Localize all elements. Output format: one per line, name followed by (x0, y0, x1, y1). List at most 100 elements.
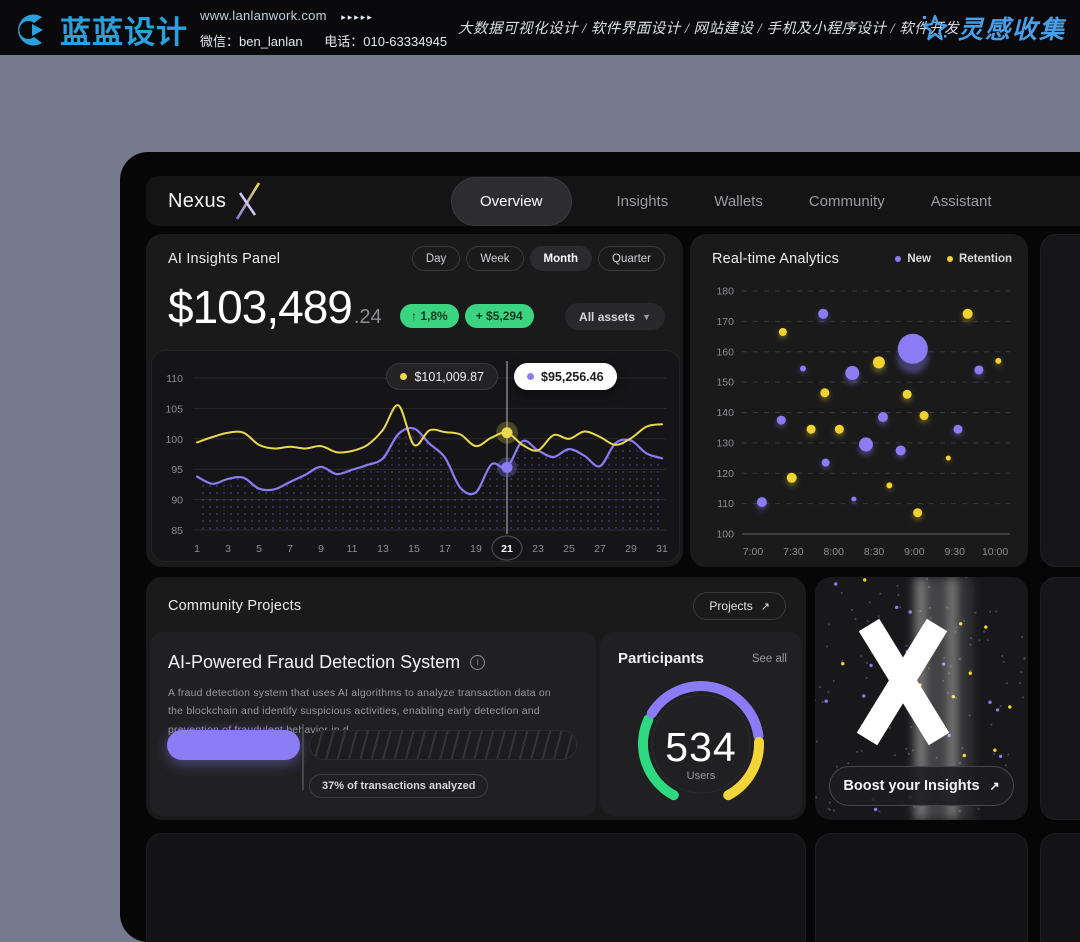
card-partial-bottom-mid (815, 833, 1028, 942)
banner-services: 大数据可视化设计 / 软件界面设计 / 网站建设 / 手机及小程序设计 / 软件… (458, 21, 960, 37)
lanlan-logo-icon (18, 13, 43, 45)
svg-text:100: 100 (716, 529, 734, 541)
community-projects-title: Community Projects (168, 598, 302, 614)
legend-retention-label: Retention (958, 253, 1012, 265)
svg-text:95: 95 (171, 464, 183, 476)
scatter-legend: New Retention (895, 253, 1012, 265)
svg-text:7:00: 7:00 (743, 546, 764, 558)
svg-text:100: 100 (165, 434, 183, 446)
banner-wechat: 微信：ben_lanlan (200, 34, 303, 49)
tab-community[interactable]: Community (808, 192, 885, 210)
svg-text:8:30: 8:30 (864, 546, 885, 558)
svg-text:140: 140 (716, 407, 734, 419)
svg-text:29: 29 (625, 543, 637, 555)
tooltip-secondary-value: $95,256.46 (541, 369, 604, 384)
svg-text:1: 1 (194, 543, 200, 555)
tab-wallets[interactable]: Wallets (714, 192, 763, 210)
participants-card: Participants See all 534 Users (600, 632, 802, 816)
see-all-link[interactable]: See all (751, 653, 787, 665)
participants-gauge (600, 632, 802, 816)
projects-button[interactable]: Projects ↗ (693, 592, 786, 620)
ai-insights-title: AI Insights Panel (168, 251, 281, 267)
line-chart[interactable]: $101,009.87 $95,256.46 85 90 95 100 105 110 1… (151, 350, 680, 562)
legend-new-label: New (907, 253, 931, 265)
svg-text:27: 27 (594, 543, 606, 555)
tooltip-secondary: $95,256.46 (514, 363, 617, 390)
card-partial-top (1040, 234, 1080, 567)
svg-text:9:30: 9:30 (945, 546, 966, 558)
realtime-analytics-title: Real-time Analytics (712, 251, 840, 267)
tooltip-primary-value: $101,009.87 (414, 369, 484, 384)
bubble-chart[interactable]: 100 110 120 130 140 150 160 170 180 7:00 7:30 8:00 8… (700, 278, 1018, 561)
nav-tabs: Overview Insights Wallets Community Assi… (452, 176, 992, 226)
svg-text:17: 17 (439, 543, 451, 555)
participants-count: 534 (665, 724, 737, 770)
svg-text:11: 11 (347, 543, 358, 555)
svg-text:7:30: 7:30 (783, 546, 804, 558)
range-day[interactable]: Day (411, 246, 461, 271)
boost-insights-button[interactable]: Boost your Insights ↗ (829, 766, 1014, 806)
boost-insights-card[interactable]: Boost your Insights ↗ (815, 577, 1028, 820)
banner-brand-text: 蓝蓝设计 (60, 15, 188, 50)
arrow-up-right-icon: ↗ (760, 600, 770, 613)
realtime-analytics-card: Real-time Analytics New Retention 100 110… (690, 234, 1028, 567)
card-partial-mid (1040, 577, 1080, 820)
lanlan-logo: 蓝蓝设计 (12, 7, 188, 52)
svg-text:3: 3 (225, 543, 231, 555)
community-projects-card: Community Projects Projects ↗ AI-Powered… (146, 577, 806, 820)
change-badges: ↑ 1,8% + $5,294 (400, 304, 534, 328)
change-amount-badge: + $5,294 (464, 304, 534, 328)
svg-text:105: 105 (165, 403, 183, 415)
card-partial-bottom-right (1040, 833, 1080, 942)
assets-dropdown-label: All assets (579, 309, 636, 324)
svg-text:31: 31 (656, 543, 668, 555)
tab-overview[interactable]: Overview (452, 177, 571, 225)
boost-insights-label: Boost your Insights (843, 778, 980, 794)
info-icon[interactable]: i (470, 655, 486, 670)
svg-text:130: 130 (716, 437, 734, 449)
banner-arrows: ▸▸▸▸▸ (341, 12, 374, 22)
tooltip-secondary-dot (527, 373, 534, 380)
svg-text:110: 110 (717, 498, 734, 510)
range-month[interactable]: Month (529, 246, 592, 271)
range-switcher: Day Week Month Quarter (411, 246, 665, 271)
svg-text:85: 85 (171, 525, 183, 537)
tab-insights[interactable]: Insights (616, 192, 669, 210)
range-quarter[interactable]: Quarter (598, 246, 665, 271)
progress-divider (302, 724, 304, 790)
change-percent-badge: ↑ 1,8% (400, 304, 459, 328)
promo-banner: 蓝蓝设计 www.lanlanwork.com ▸▸▸▸▸ 微信：ben_lan… (0, 0, 1080, 55)
svg-text:10:00: 10:00 (982, 546, 1008, 558)
svg-text:9:00: 9:00 (904, 546, 925, 558)
svg-text:120: 120 (716, 468, 734, 480)
banner-collect[interactable]: 灵感收集 (920, 0, 1066, 55)
tab-assistant[interactable]: Assistant (930, 192, 992, 210)
svg-text:7: 7 (287, 543, 293, 555)
fraud-project-description: A fraud detection system that uses AI al… (168, 687, 551, 736)
chevron-down-icon: ▼ (642, 311, 651, 322)
portfolio-value: $103,489 .24 (168, 280, 382, 334)
progress-bar-remaining (309, 730, 577, 760)
svg-text:180: 180 (716, 286, 734, 298)
legend-retention[interactable]: Retention (946, 253, 1012, 265)
svg-text:160: 160 (716, 346, 734, 358)
range-week[interactable]: Week (466, 246, 524, 271)
svg-text:15: 15 (408, 543, 420, 555)
legend-retention-dot (946, 256, 953, 262)
fraud-detection-card[interactable]: AI-Powered Fraud Detection System i A fr… (150, 632, 596, 816)
participants-title: Participants (618, 650, 704, 667)
svg-text:170: 170 (716, 316, 734, 328)
legend-new[interactable]: New (895, 253, 931, 265)
portfolio-value-decimal: .24 (353, 306, 382, 328)
svg-text:13: 13 (377, 543, 389, 555)
banner-phone: 电话：010-63334945 (324, 34, 448, 49)
svg-text:21: 21 (501, 543, 513, 555)
nexus-logo[interactable]: Nexus (168, 176, 264, 226)
assets-dropdown[interactable]: All assets ▼ (565, 303, 665, 330)
nexus-x-icon (236, 182, 261, 220)
banner-collect-text: 灵感收集 (957, 16, 1066, 44)
banner-website[interactable]: www.lanlanwork.com (200, 8, 327, 23)
progress-label: 37% of transactions analyzed (309, 774, 489, 798)
tooltip-primary-dot (400, 373, 408, 380)
svg-text:9: 9 (318, 543, 324, 555)
